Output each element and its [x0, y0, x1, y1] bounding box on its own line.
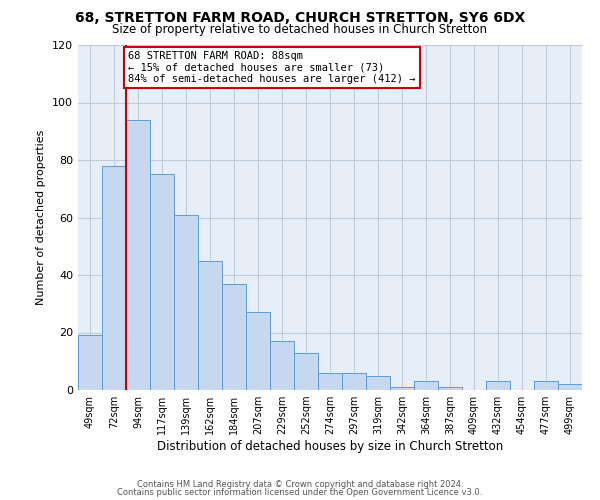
Bar: [222, 284, 246, 390]
Y-axis label: Number of detached properties: Number of detached properties: [37, 130, 46, 305]
Text: Size of property relative to detached houses in Church Stretton: Size of property relative to detached ho…: [113, 22, 487, 36]
Text: 68, STRETTON FARM ROAD, CHURCH STRETTON, SY6 6DX: 68, STRETTON FARM ROAD, CHURCH STRETTON,…: [75, 11, 525, 25]
Bar: [126, 120, 150, 390]
Bar: [534, 382, 558, 390]
Bar: [246, 312, 270, 390]
Bar: [150, 174, 174, 390]
Bar: [438, 387, 462, 390]
Bar: [558, 384, 582, 390]
Bar: [390, 387, 414, 390]
Text: Contains public sector information licensed under the Open Government Licence v3: Contains public sector information licen…: [118, 488, 482, 497]
Text: Contains HM Land Registry data © Crown copyright and database right 2024.: Contains HM Land Registry data © Crown c…: [137, 480, 463, 489]
Text: 68 STRETTON FARM ROAD: 88sqm
← 15% of detached houses are smaller (73)
84% of se: 68 STRETTON FARM ROAD: 88sqm ← 15% of de…: [128, 51, 416, 84]
X-axis label: Distribution of detached houses by size in Church Stretton: Distribution of detached houses by size …: [157, 440, 503, 453]
Bar: [366, 376, 390, 390]
Bar: [270, 341, 294, 390]
Bar: [102, 166, 126, 390]
Bar: [342, 373, 366, 390]
Bar: [318, 373, 342, 390]
Bar: [78, 336, 102, 390]
Bar: [198, 260, 222, 390]
Bar: [294, 352, 318, 390]
Bar: [174, 214, 198, 390]
Bar: [486, 382, 510, 390]
Bar: [414, 382, 438, 390]
